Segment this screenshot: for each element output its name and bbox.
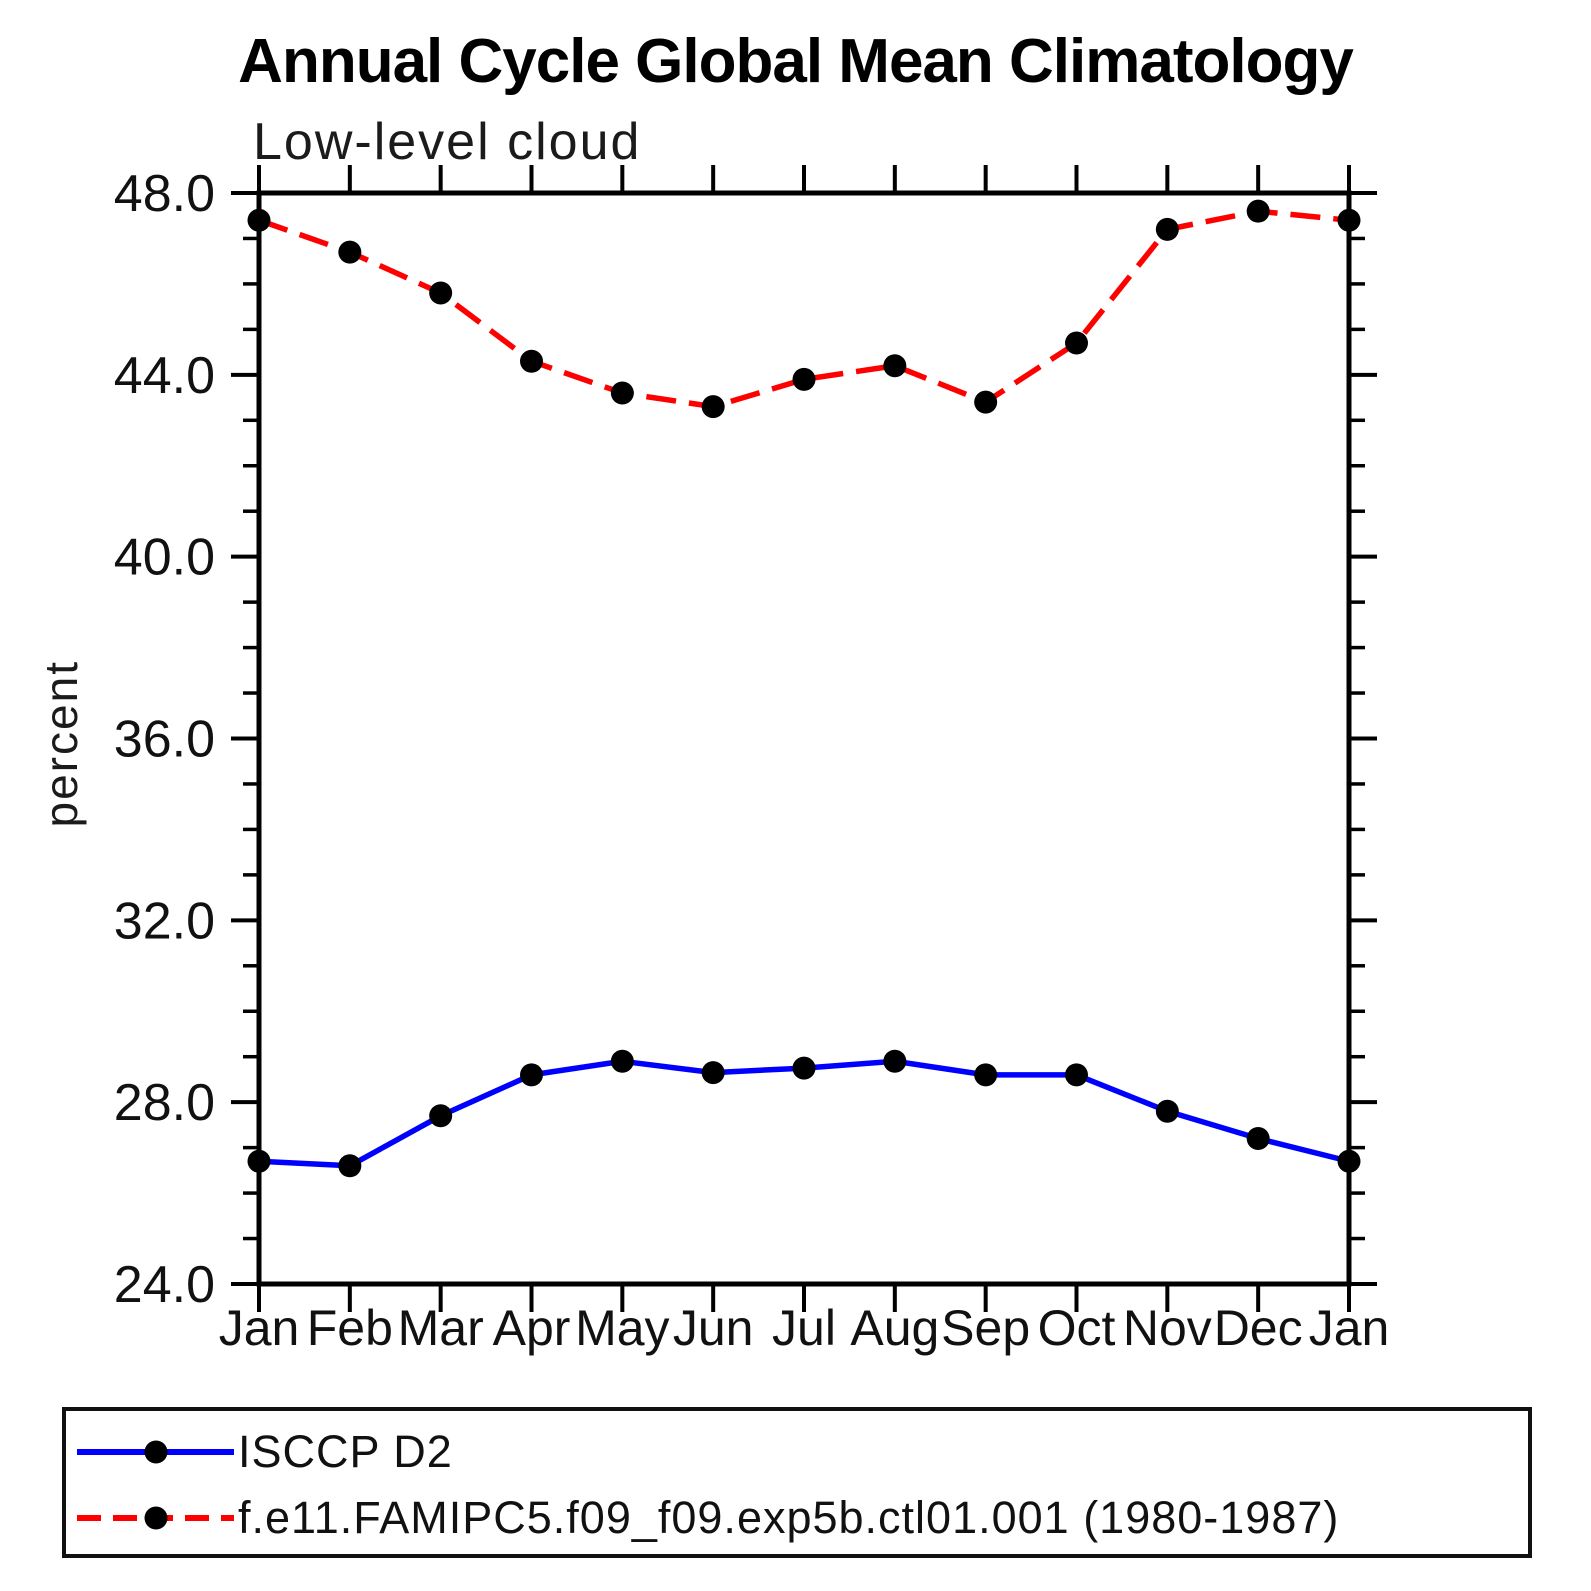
x-tick-label: Jan [219, 1300, 300, 1356]
data-point [701, 395, 725, 419]
y-tick-label: 24.0 [114, 1256, 215, 1314]
y-tick-label: 48.0 [114, 165, 215, 223]
y-tick-label: 44.0 [114, 347, 215, 405]
y-ticks [231, 191, 1377, 1286]
x-tick-labels: Jan Feb Mar Apr May Jun Jul Aug Sep Oct Nov Dec Jan [219, 1300, 1390, 1356]
x-tick-label: Jan [1309, 1300, 1390, 1356]
x-tick-label: Nov [1123, 1300, 1212, 1356]
x-tick-label: Apr [493, 1300, 571, 1356]
data-point [974, 1063, 998, 1087]
data-point [1065, 1063, 1088, 1087]
series-f-e11-famipc5-f09-f09-exp5b-ctl01-001-1980-1987 [247, 199, 1361, 419]
data-point [520, 1063, 543, 1087]
x-tick-label: Jun [673, 1300, 754, 1356]
legend-label: f.e11.FAMIPC5.f09_f09.exp5b.ctl01.001 (1… [238, 1492, 1340, 1543]
legend-swatch-dashed-line [77, 1506, 234, 1530]
y-tick-labels: 48.0 44.0 40.0 36.0 32.0 28.0 24.0 [114, 165, 215, 1314]
x-tick-label: Aug [850, 1300, 939, 1356]
legend: ISCCP D2 f.e11.FAMIPC5.f09_f09.exp5b.ctl… [62, 1407, 1532, 1558]
data-point [247, 1149, 271, 1173]
legend-item-isccp-d2: ISCCP D2 [73, 1426, 453, 1477]
x-tick-label: Oct [1038, 1300, 1116, 1356]
x-tick-label: Mar [398, 1300, 484, 1356]
series-isccp-d2 [247, 1049, 1361, 1178]
data-point [247, 208, 271, 232]
data-point [701, 1061, 725, 1085]
x-tick-label: Feb [307, 1300, 393, 1356]
y-minor-ticks [243, 236, 1365, 1241]
data-point [338, 1154, 362, 1178]
y-tick-label: 32.0 [114, 892, 215, 950]
data-point [1337, 208, 1361, 232]
data-point [429, 281, 453, 305]
data-point [883, 1049, 907, 1073]
data-point [1337, 1149, 1361, 1173]
data-point [520, 349, 543, 373]
chart-subtitle: Low-level cloud [253, 113, 642, 171]
data-point [1246, 199, 1270, 223]
axes [256, 190, 1352, 1287]
legend-item-model-run: f.e11.FAMIPC5.f09_f09.exp5b.ctl01.001 (1… [73, 1492, 1339, 1543]
legend-label: ISCCP D2 [238, 1426, 453, 1477]
data-point [1246, 1127, 1270, 1151]
data-point [974, 390, 998, 414]
data-point [792, 1056, 816, 1080]
data-point [338, 240, 362, 264]
data-point [429, 1104, 453, 1128]
data-point [610, 1049, 634, 1073]
x-tick-label: Sep [941, 1300, 1030, 1356]
legend-swatch-solid-line [77, 1440, 234, 1464]
y-tick-label: 40.0 [114, 529, 215, 587]
chart-title: Annual Cycle Global Mean Climatology [238, 27, 1354, 96]
y-tick-label: 28.0 [114, 1074, 215, 1132]
data-point [610, 381, 634, 405]
data-point [1155, 1099, 1179, 1123]
data-point [1155, 217, 1179, 241]
x-tick-label: Jul [772, 1300, 836, 1356]
data-point [792, 367, 816, 391]
x-tick-label: May [575, 1300, 669, 1356]
x-ticks [257, 165, 1351, 1312]
y-tick-label: 36.0 [114, 711, 215, 769]
data-point [1065, 331, 1088, 355]
data-point [883, 354, 907, 378]
x-tick-label: Dec [1214, 1300, 1303, 1356]
